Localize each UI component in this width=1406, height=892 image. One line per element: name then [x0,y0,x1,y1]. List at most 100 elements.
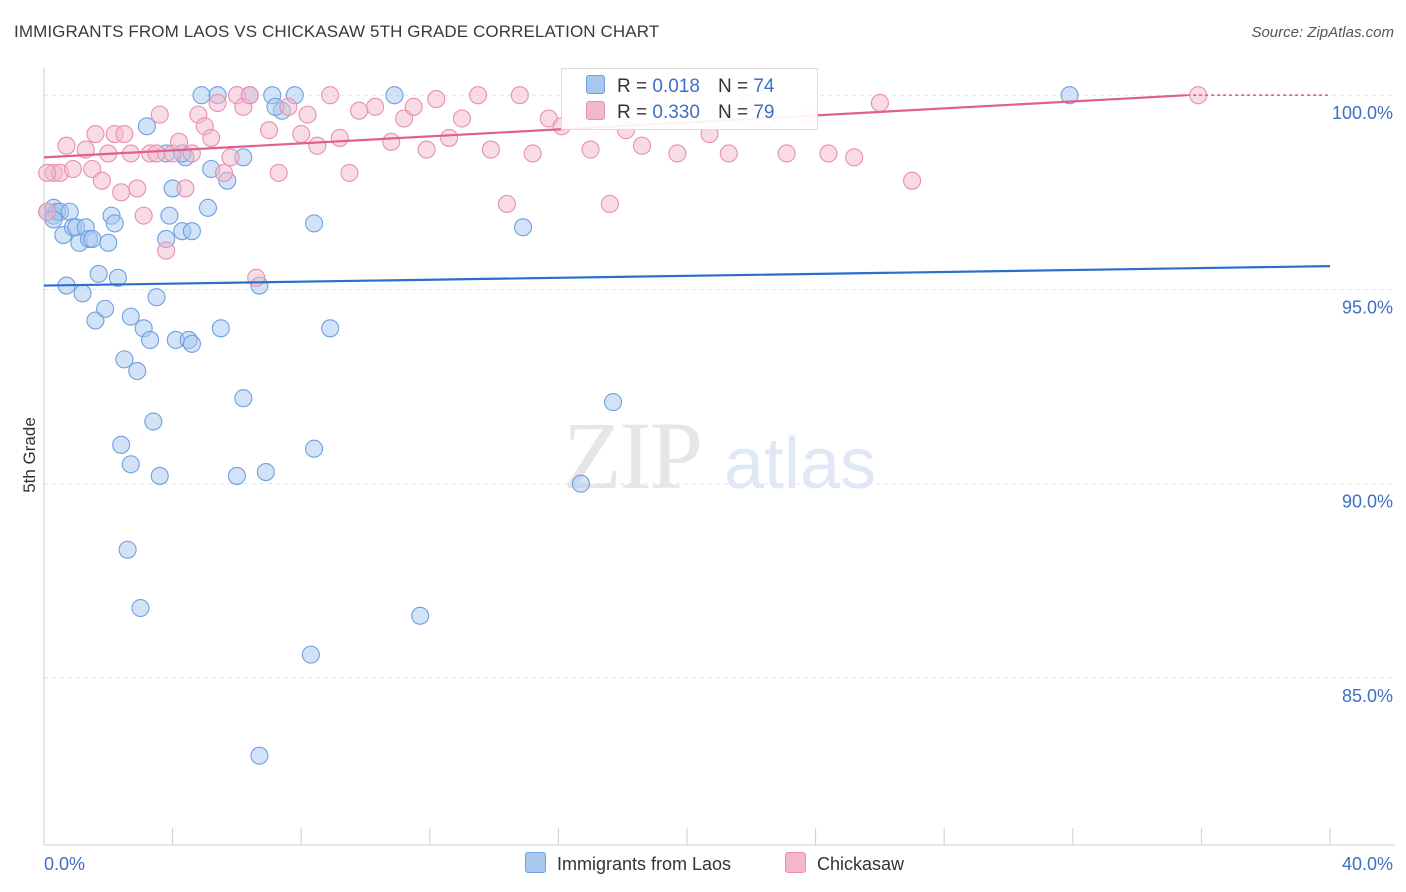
laos-point [385,86,404,105]
chickasaw-point [340,163,359,182]
x-tick-label-min: 0.0% [44,854,85,874]
chickasaw-point [221,148,240,167]
chickasaw-point [581,140,600,159]
chickasaw-point [147,144,166,163]
laos-point [137,117,156,136]
chickasaw-point [719,144,738,163]
chickasaw-point [632,136,652,155]
laos-n-label: N = [717,76,749,97]
laos-point [411,606,430,625]
legend-item-chickasaw: Chickasaw [785,852,904,876]
watermark-zip: ZIP [563,402,701,509]
laos-point [108,268,127,287]
chickasaw-point [269,163,288,182]
chickasaw-point [57,136,76,155]
y-tick-label: 85.0% [1342,686,1393,706]
chickasaw-point [468,86,488,105]
chickasaw-point [182,144,201,163]
laos-point [234,389,253,408]
chickasaw-point [497,194,517,214]
legend-chickasaw-swatch [785,852,806,873]
chickasaw-point [63,159,82,179]
chickasaw-r-label: R = [617,102,648,123]
laos-point [121,455,140,474]
chickasaw-point [208,93,227,113]
chickasaw-point [366,97,385,116]
laos-swatch [586,75,605,94]
chickasaw-point [481,140,500,159]
watermark: ZIP atlas [563,402,876,509]
legend-chickasaw-label: Chickasaw [817,854,905,874]
chickasaw-point [452,109,472,128]
chickasaw-point [427,90,446,109]
chickasaw-point [404,97,423,116]
laos-point [604,393,623,412]
legend-laos-label: Immigrants from Laos [557,854,732,874]
laos-point [211,319,230,338]
stats-legend: R = 0.018 N = 74 R = 0.330 N = 79 [561,68,818,130]
laos-point [147,288,166,307]
chickasaw-point [382,132,401,151]
chickasaw-point [668,144,687,163]
laos-point [128,361,147,381]
chickasaw-point [417,140,436,159]
y-tick-label: 90.0% [1342,492,1393,512]
watermark-atlas: atlas [724,424,876,504]
laos-r-value: 0.018 [652,76,700,97]
laos-point [105,214,124,233]
chickasaw-point [308,136,327,155]
laos-point [99,233,118,252]
chickasaw-point [38,163,57,182]
chart-title: IMMIGRANTS FROM LAOS VS CHICKASAW 5TH GR… [14,22,660,41]
legend-item-laos: Immigrants from Laos [525,852,731,876]
chickasaw-point [1189,86,1208,105]
chickasaw-swatch [586,101,605,120]
laos-point [89,264,108,283]
chickasaw-point [92,171,111,190]
laos-point [321,319,340,338]
chickasaw-point [777,144,796,163]
laos-point [141,330,160,350]
laos-point [112,435,131,454]
laos-point [256,462,275,482]
chickasaw-point [38,202,57,221]
chickasaw-point [600,194,619,214]
chickasaw-point [202,128,221,147]
stats-row-chickasaw: R = 0.330 N = 79 [586,101,774,127]
laos-point [227,466,246,485]
chickasaw-point [510,86,529,105]
y-tick-label: 100.0% [1332,103,1393,123]
chickasaw-point [134,206,153,225]
chickasaw-point [395,109,414,128]
chickasaw-r-value: 0.330 [652,102,700,123]
chickasaw-point [298,105,317,124]
chickasaw-point [440,128,459,147]
laos-point [571,474,590,493]
laos-point [118,540,137,559]
chickasaw-point [819,144,838,163]
laos-point [305,439,324,458]
chickasaw-point [330,128,349,147]
chickasaw-point [176,179,195,198]
chickasaw-point [112,183,131,202]
laos-r-label: R = [617,76,648,97]
chickasaw-point [870,93,889,113]
laos-point [250,746,269,765]
laos-n-value: 74 [753,76,775,97]
laos-point [198,198,218,217]
y-tick-label: 95.0% [1342,297,1393,317]
x-tick-label-max: 40.0% [1342,854,1393,874]
laos-point [192,86,211,105]
gridlines [44,94,1395,679]
chickasaw-point [902,171,922,190]
axes [43,68,1395,846]
laos-point [60,202,79,221]
chickasaw-point [214,163,234,182]
chickasaw-n-label: N = [717,102,749,123]
laos-point [160,206,179,225]
chickasaw-point [292,124,311,144]
laos-point [301,645,320,664]
laos-point [96,299,115,318]
laos-point [83,229,102,248]
laos-point [182,334,201,353]
